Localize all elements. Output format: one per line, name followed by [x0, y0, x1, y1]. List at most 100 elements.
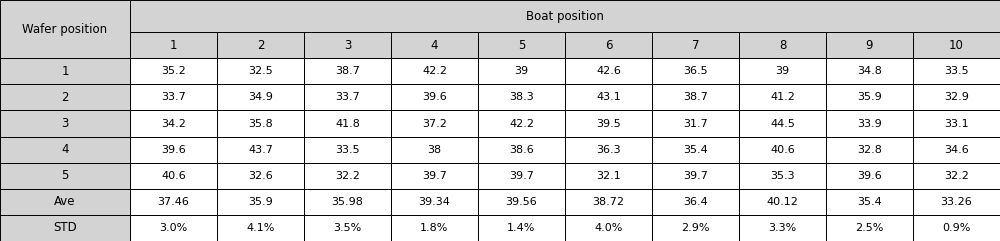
- Text: 0.9%: 0.9%: [942, 223, 971, 233]
- Bar: [913, 84, 1000, 110]
- Text: 39.34: 39.34: [419, 197, 450, 207]
- Text: 38.7: 38.7: [335, 66, 360, 76]
- Bar: [217, 32, 304, 58]
- Bar: [826, 163, 913, 189]
- Bar: [739, 163, 826, 189]
- Text: 32.5: 32.5: [248, 66, 273, 76]
- Text: 36.3: 36.3: [596, 145, 621, 155]
- Bar: [130, 189, 217, 215]
- Text: 39.7: 39.7: [683, 171, 708, 181]
- Text: 2: 2: [257, 39, 264, 52]
- Text: 2: 2: [61, 91, 69, 104]
- Bar: [217, 58, 304, 84]
- Text: 33.7: 33.7: [161, 92, 186, 102]
- Bar: [217, 110, 304, 137]
- Bar: [652, 58, 739, 84]
- Bar: [652, 84, 739, 110]
- Bar: [826, 84, 913, 110]
- Bar: [478, 32, 565, 58]
- Text: 3.5%: 3.5%: [333, 223, 362, 233]
- Bar: [913, 163, 1000, 189]
- Bar: [478, 189, 565, 215]
- Bar: [913, 58, 1000, 84]
- Bar: [217, 189, 304, 215]
- Bar: [304, 32, 391, 58]
- Text: 38.7: 38.7: [683, 92, 708, 102]
- Text: 39.6: 39.6: [422, 92, 447, 102]
- Text: 4.1%: 4.1%: [246, 223, 275, 233]
- Bar: [391, 84, 478, 110]
- Bar: [565, 32, 652, 58]
- Text: 1: 1: [170, 39, 177, 52]
- Bar: [652, 110, 739, 137]
- Text: 32.8: 32.8: [857, 145, 882, 155]
- Bar: [565, 84, 652, 110]
- Bar: [391, 137, 478, 163]
- Bar: [304, 84, 391, 110]
- Text: 5: 5: [61, 169, 69, 182]
- Bar: [739, 32, 826, 58]
- Bar: [739, 84, 826, 110]
- Bar: [217, 137, 304, 163]
- Bar: [652, 215, 739, 241]
- Text: 35.2: 35.2: [161, 66, 186, 76]
- Bar: [739, 110, 826, 137]
- Text: 34.2: 34.2: [161, 119, 186, 128]
- Text: 3: 3: [344, 39, 351, 52]
- Text: 32.6: 32.6: [248, 171, 273, 181]
- Bar: [0, 0, 130, 58]
- Bar: [0, 58, 130, 84]
- Text: 36.4: 36.4: [683, 197, 708, 207]
- Bar: [913, 189, 1000, 215]
- Bar: [217, 215, 304, 241]
- Text: 42.6: 42.6: [596, 66, 621, 76]
- Bar: [565, 163, 652, 189]
- Bar: [739, 137, 826, 163]
- Text: 4.0%: 4.0%: [594, 223, 623, 233]
- Text: 40.12: 40.12: [767, 197, 798, 207]
- Bar: [652, 163, 739, 189]
- Text: 33.9: 33.9: [857, 119, 882, 128]
- Text: 40.6: 40.6: [770, 145, 795, 155]
- Bar: [130, 163, 217, 189]
- Bar: [391, 58, 478, 84]
- Bar: [826, 32, 913, 58]
- Bar: [739, 189, 826, 215]
- Bar: [652, 32, 739, 58]
- Bar: [304, 215, 391, 241]
- Text: 10: 10: [949, 39, 964, 52]
- Bar: [391, 32, 478, 58]
- Text: 37.46: 37.46: [158, 197, 189, 207]
- Text: 39.7: 39.7: [422, 171, 447, 181]
- Text: 1.8%: 1.8%: [420, 223, 449, 233]
- Text: 6: 6: [605, 39, 612, 52]
- Text: 3.3%: 3.3%: [768, 223, 797, 233]
- Bar: [478, 137, 565, 163]
- Bar: [130, 215, 217, 241]
- Bar: [304, 58, 391, 84]
- Bar: [478, 58, 565, 84]
- Bar: [0, 84, 130, 110]
- Bar: [304, 189, 391, 215]
- Text: 32.2: 32.2: [335, 171, 360, 181]
- Bar: [913, 32, 1000, 58]
- Text: 5: 5: [518, 39, 525, 52]
- Bar: [478, 163, 565, 189]
- Text: 33.26: 33.26: [941, 197, 972, 207]
- Text: 33.5: 33.5: [335, 145, 360, 155]
- Text: Wafer position: Wafer position: [22, 23, 108, 36]
- Bar: [217, 84, 304, 110]
- Bar: [565, 215, 652, 241]
- Text: 39.6: 39.6: [161, 145, 186, 155]
- Bar: [130, 110, 217, 137]
- Text: 39: 39: [775, 66, 790, 76]
- Text: 33.1: 33.1: [944, 119, 969, 128]
- Text: Ave: Ave: [54, 195, 76, 208]
- Text: 35.9: 35.9: [857, 92, 882, 102]
- Text: 41.8: 41.8: [335, 119, 360, 128]
- Text: 33.7: 33.7: [335, 92, 360, 102]
- Text: 42.2: 42.2: [509, 119, 534, 128]
- Text: 9: 9: [866, 39, 873, 52]
- Bar: [913, 215, 1000, 241]
- Text: 38.6: 38.6: [509, 145, 534, 155]
